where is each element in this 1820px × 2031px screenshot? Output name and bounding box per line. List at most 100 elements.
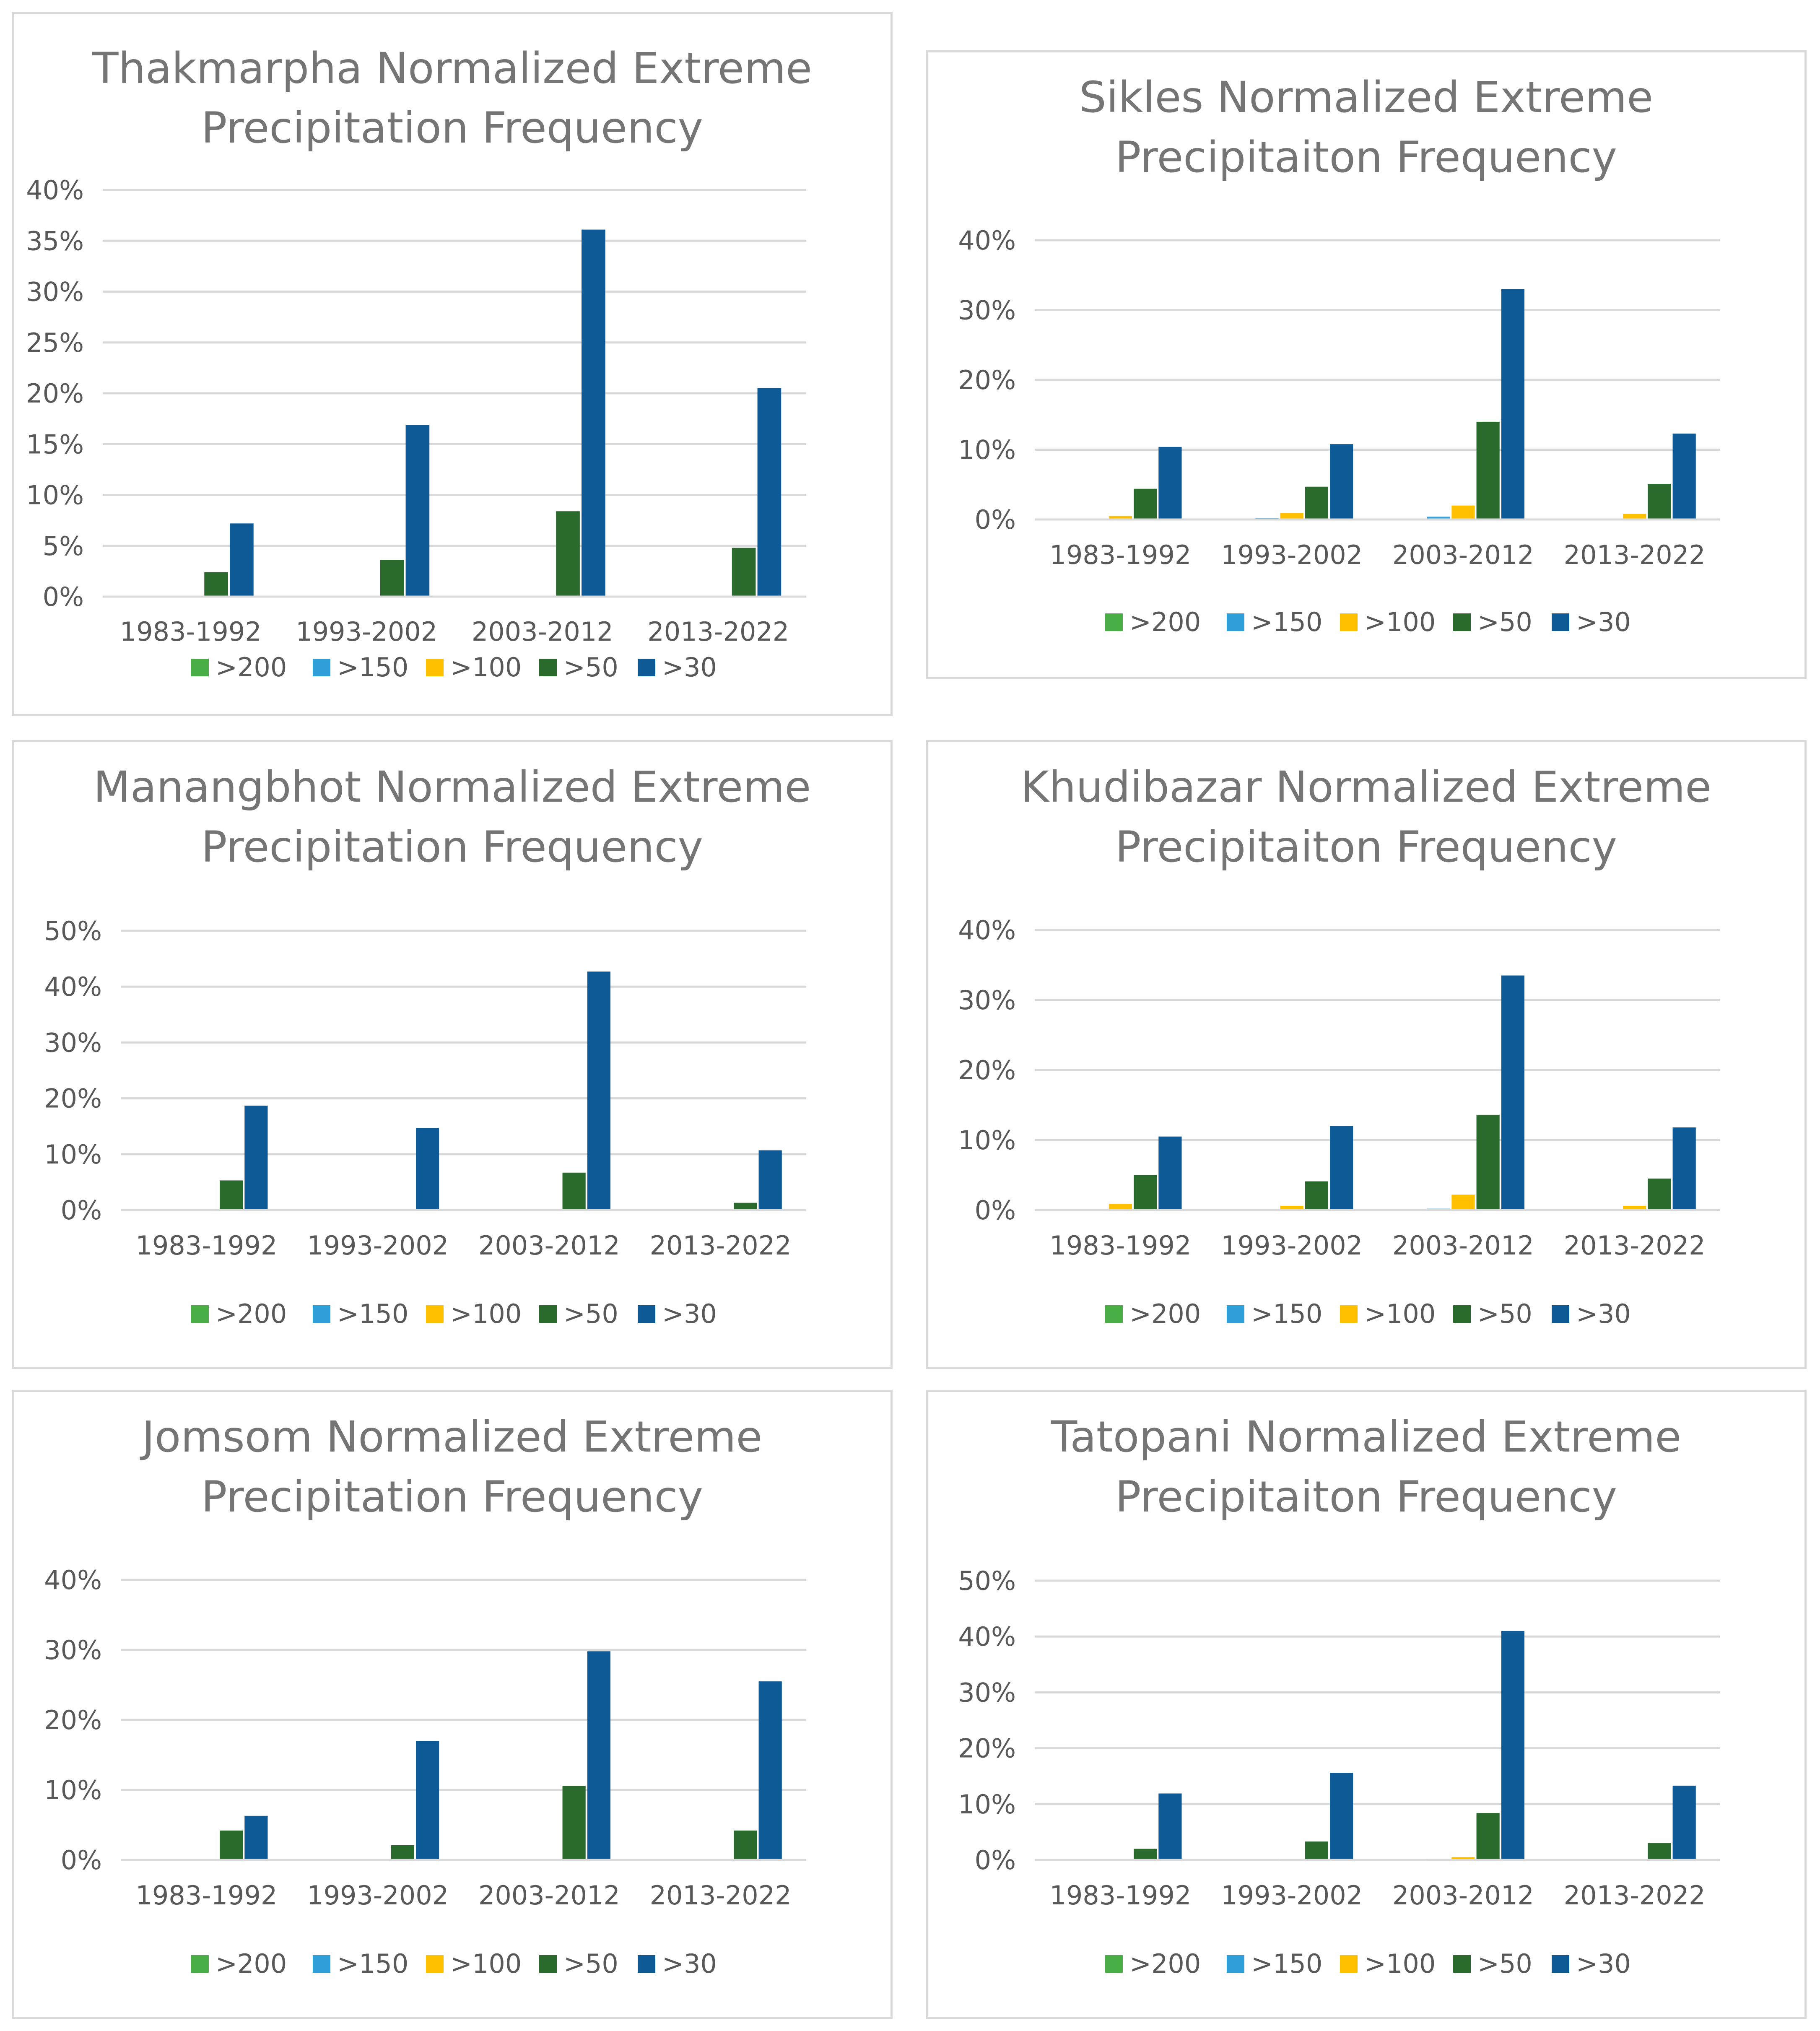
bar-30-1983-1992: [230, 523, 254, 597]
y-tick-label: 20%: [26, 378, 84, 409]
legend-swatch: [1105, 613, 1123, 631]
x-tick-label: 2013-2022: [647, 616, 789, 647]
y-tick-label: 40%: [958, 915, 1016, 945]
bar-30-2003-2012: [1501, 1631, 1525, 1860]
legend-label: >50: [563, 1299, 618, 1329]
legend-swatch: [1340, 1305, 1358, 1323]
legend-label: >30: [1576, 1948, 1631, 1979]
bar-50-1983-1992: [1134, 1175, 1157, 1210]
legend-label: >30: [1576, 607, 1631, 637]
legend-swatch: [539, 1305, 557, 1323]
x-tick-label: 1993-2002: [307, 1880, 449, 1911]
legend-swatch: [1552, 1955, 1569, 1973]
legend-swatch: [1340, 1955, 1358, 1973]
chart-title-line: Khudibazar Normalized Extreme: [1021, 762, 1711, 812]
bar-30-2003-2012: [1501, 289, 1525, 519]
chart-title-line: Precipitation Frequency: [201, 822, 703, 872]
y-tick-label: 40%: [44, 971, 102, 1002]
legend-swatch: [1552, 613, 1569, 631]
legend-swatch: [539, 659, 557, 676]
y-tick-label: 5%: [43, 531, 84, 561]
y-tick-label: 0%: [975, 504, 1016, 535]
y-tick-label: 10%: [44, 1775, 102, 1805]
x-tick-label: 1993-2002: [307, 1230, 449, 1261]
y-tick-label: 20%: [958, 365, 1016, 395]
chart-title-line: Precipitation Frequency: [201, 103, 703, 153]
legend-swatch: [638, 1305, 655, 1323]
legend-label: >150: [1251, 607, 1322, 637]
chart-title-line: Tatopani Normalized Extreme: [1051, 1412, 1681, 1462]
legend-swatch: [1552, 1305, 1569, 1323]
y-tick-label: 0%: [61, 1845, 102, 1875]
legend-swatch: [1227, 1955, 1244, 1973]
legend-swatch: [191, 1955, 209, 1973]
legend-swatch: [1453, 1305, 1471, 1323]
legend-swatch: [1105, 1305, 1123, 1323]
legend-label: >50: [563, 652, 618, 683]
y-tick-label: 20%: [958, 1733, 1016, 1764]
legend-label: >150: [1251, 1948, 1322, 1979]
legend-label: >30: [662, 1948, 717, 1979]
chart-svg: Sikles Normalized Extreme Precipitaiton F…: [958, 73, 1720, 637]
y-tick-label: 35%: [26, 226, 84, 256]
bar-50-2003-2012: [562, 1785, 586, 1860]
legend-label: >50: [1477, 1299, 1532, 1329]
legend-swatch: [313, 659, 330, 676]
bar-30-1983-1992: [1158, 447, 1182, 519]
y-tick-label: 0%: [975, 1195, 1016, 1226]
bar-100-2003-2012: [1451, 505, 1475, 519]
chart-title-line: Sikles Normalized Extreme: [1079, 73, 1653, 122]
legend-swatch: [191, 659, 209, 676]
legend-label: >200: [215, 652, 287, 683]
bar-50-2003-2012: [1476, 421, 1500, 519]
legend-swatch: [1227, 1305, 1244, 1323]
bar-100-1983-1992: [1109, 516, 1132, 519]
x-tick-label: 1993-2002: [1221, 540, 1363, 570]
bar-30-2013-2022: [758, 1681, 782, 1860]
chart-jomsom: Jomsom Normalized Extreme Precipitation F…: [12, 1390, 893, 2019]
bar-30-2003-2012: [587, 1651, 611, 1860]
chart-title-line: Manangbhot Normalized Extreme: [93, 762, 811, 812]
bar-50-2013-2022: [1648, 1178, 1671, 1210]
y-tick-label: 10%: [26, 480, 84, 511]
x-tick-label: 2013-2022: [1564, 540, 1706, 570]
legend-label: >150: [337, 1299, 408, 1329]
legend-label: >150: [1251, 1299, 1322, 1329]
y-tick-label: 20%: [44, 1705, 102, 1735]
x-tick-label: 2003-2012: [478, 1880, 620, 1911]
chart-manangbhot: Manangbhot Normalized Extreme Precipitati…: [12, 740, 893, 1369]
bar-30-2003-2012: [587, 971, 611, 1210]
legend-swatch: [1453, 613, 1471, 631]
bar-30-1993-2002: [1330, 1773, 1353, 1860]
bar-50-2013-2022: [734, 1202, 757, 1210]
legend-label: >200: [1129, 1299, 1201, 1329]
legend-swatch: [426, 1955, 444, 1973]
bar-50-1983-1992: [220, 1180, 243, 1210]
bar-30-1993-2002: [405, 425, 430, 597]
chart-title-line: Precipitation Frequency: [201, 1472, 703, 1522]
y-tick-label: 30%: [44, 1635, 102, 1665]
legend-label: >50: [1477, 607, 1532, 637]
legend-label: >200: [1129, 607, 1201, 637]
chart-khudibazar: Khudibazar Normalized Extreme Precipitait…: [926, 740, 1807, 1369]
x-tick-label: 1983-1992: [1049, 540, 1191, 570]
bar-50-1983-1992: [1134, 488, 1157, 519]
y-tick-label: 40%: [26, 175, 84, 205]
chart-thakmarpha: Thakmarpha Normalized Extreme Precipitati…: [12, 12, 893, 716]
legend-swatch: [1227, 613, 1244, 631]
chart-svg: Tatopani Normalized Extreme Precipitaiton…: [958, 1412, 1720, 1979]
x-tick-label: 1993-2002: [296, 616, 437, 647]
x-tick-label: 2003-2012: [478, 1230, 620, 1261]
bar-50-1993-2002: [391, 1845, 414, 1860]
chart-title-line: Thakmarpha Normalized Extreme: [92, 44, 812, 93]
y-tick-label: 10%: [958, 435, 1016, 465]
bar-30-1983-1992: [1158, 1793, 1182, 1860]
bar-50-2013-2022: [1648, 1843, 1671, 1860]
bar-30-2013-2022: [758, 1150, 782, 1210]
y-tick-label: 0%: [975, 1845, 1016, 1875]
chart-title-line: Jomsom Normalized Extreme: [140, 1412, 762, 1462]
y-tick-label: 15%: [26, 429, 84, 460]
x-tick-label: 2003-2012: [1392, 540, 1534, 570]
legend-label: >100: [450, 1948, 522, 1979]
x-tick-label: 2003-2012: [1392, 1230, 1534, 1261]
